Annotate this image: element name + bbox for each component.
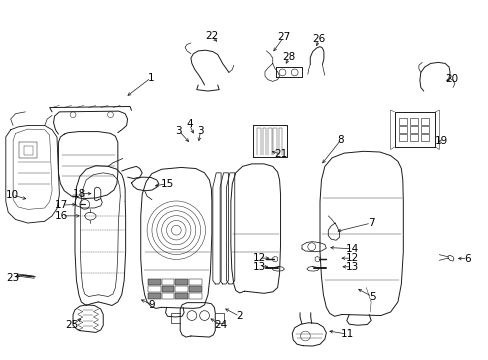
Text: 2: 2 — [236, 311, 243, 321]
Text: 9: 9 — [148, 300, 155, 310]
Bar — [188, 286, 201, 292]
Bar — [148, 286, 161, 292]
Text: 3: 3 — [197, 126, 203, 135]
Text: 15: 15 — [161, 179, 174, 189]
Bar — [162, 286, 174, 292]
Bar — [409, 118, 417, 125]
Text: 13: 13 — [346, 262, 359, 272]
Bar — [162, 279, 174, 285]
Bar — [175, 293, 187, 300]
Text: 24: 24 — [214, 320, 227, 330]
Bar — [399, 134, 407, 140]
Text: 4: 4 — [186, 120, 192, 129]
Bar — [162, 293, 174, 300]
Text: 18: 18 — [73, 189, 86, 199]
Bar — [399, 126, 407, 133]
Text: 1: 1 — [147, 73, 154, 83]
Text: 7: 7 — [367, 218, 374, 228]
Text: 10: 10 — [6, 190, 19, 200]
Text: 22: 22 — [204, 31, 218, 41]
Text: 6: 6 — [463, 254, 470, 264]
Bar — [188, 279, 201, 285]
Bar — [409, 126, 417, 133]
Text: 28: 28 — [282, 52, 295, 62]
Text: 19: 19 — [434, 136, 447, 146]
Text: 21: 21 — [274, 149, 287, 159]
Text: 12: 12 — [252, 253, 265, 263]
Text: 13: 13 — [252, 262, 265, 272]
Bar — [420, 134, 428, 140]
Text: 3: 3 — [175, 126, 182, 135]
Bar — [188, 293, 201, 300]
Bar — [175, 286, 187, 292]
Text: 11: 11 — [341, 329, 354, 339]
Text: 26: 26 — [311, 35, 325, 44]
Bar — [175, 279, 187, 285]
Text: 25: 25 — [65, 320, 78, 330]
Bar — [409, 134, 417, 140]
Text: 27: 27 — [276, 32, 289, 42]
Text: 23: 23 — [6, 273, 20, 283]
Text: 12: 12 — [346, 253, 359, 263]
Text: 16: 16 — [55, 211, 68, 221]
Bar — [148, 279, 161, 285]
Text: 5: 5 — [368, 292, 375, 302]
Text: 17: 17 — [55, 200, 68, 210]
Text: 20: 20 — [444, 74, 457, 84]
Bar — [420, 126, 428, 133]
Bar — [399, 118, 407, 125]
Text: 8: 8 — [337, 135, 344, 145]
Bar — [148, 293, 161, 300]
Bar — [420, 118, 428, 125]
Text: 14: 14 — [346, 244, 359, 254]
